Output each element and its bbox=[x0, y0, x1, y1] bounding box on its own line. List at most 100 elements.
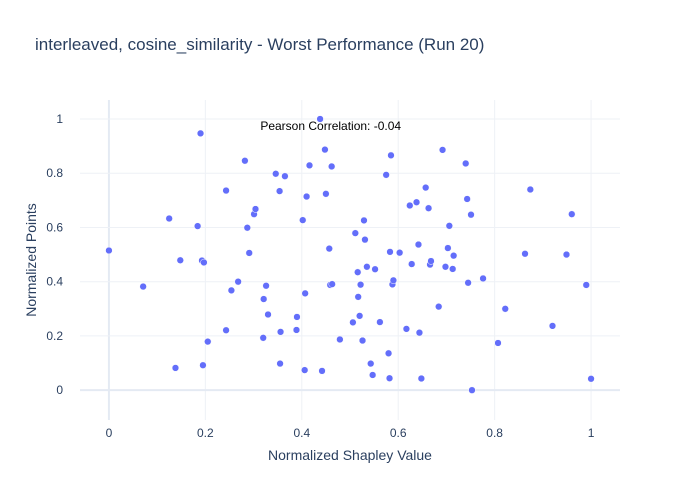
data-point bbox=[196, 129, 205, 138]
data-point bbox=[450, 252, 458, 260]
data-point bbox=[354, 268, 362, 276]
data-point bbox=[371, 265, 379, 273]
data-point bbox=[251, 205, 260, 213]
data-point bbox=[406, 201, 414, 210]
data-points bbox=[105, 115, 595, 394]
data-point bbox=[305, 161, 314, 170]
data-point bbox=[259, 334, 267, 342]
data-point bbox=[445, 222, 453, 230]
data-point bbox=[200, 258, 208, 267]
data-point bbox=[199, 361, 207, 369]
data-point bbox=[328, 280, 336, 288]
data-point bbox=[568, 210, 576, 218]
data-point bbox=[358, 336, 367, 345]
data-point bbox=[389, 276, 398, 284]
data-point bbox=[501, 305, 509, 313]
x-axis-title: Normalized Shapley Value bbox=[268, 447, 432, 463]
correlation-annotation: Pearson Correlation: -0.04 bbox=[260, 119, 401, 133]
data-point bbox=[301, 289, 309, 298]
data-point bbox=[424, 204, 433, 212]
data-point bbox=[494, 339, 502, 347]
data-point bbox=[414, 240, 423, 249]
data-point bbox=[548, 322, 557, 330]
tick-labels: 0 0.2 0.4 0.6 0.8 1 0 0.2 0.4 0.6 0.8 1 bbox=[46, 112, 594, 440]
data-point bbox=[479, 274, 487, 283]
data-point bbox=[369, 371, 377, 379]
x-tick-label: 1 bbox=[588, 426, 595, 440]
data-point bbox=[276, 328, 285, 336]
data-point bbox=[468, 386, 476, 394]
data-point bbox=[351, 229, 359, 237]
data-point bbox=[316, 115, 324, 123]
data-point bbox=[281, 172, 289, 180]
data-point bbox=[587, 375, 595, 383]
data-point bbox=[562, 250, 571, 259]
data-point bbox=[328, 162, 336, 171]
data-point bbox=[360, 216, 368, 225]
data-point bbox=[176, 256, 184, 264]
data-point bbox=[463, 195, 471, 203]
data-point bbox=[356, 281, 365, 289]
x-tick-label: 0.8 bbox=[486, 426, 503, 440]
data-point bbox=[193, 222, 202, 230]
data-point bbox=[105, 246, 113, 255]
data-point bbox=[293, 313, 301, 321]
data-point bbox=[264, 310, 272, 319]
data-point bbox=[582, 281, 590, 289]
data-point bbox=[301, 366, 309, 374]
data-point bbox=[354, 293, 362, 301]
data-point bbox=[464, 279, 472, 287]
data-point bbox=[241, 157, 249, 165]
y-tick-label: 0.8 bbox=[46, 166, 63, 180]
data-point bbox=[355, 312, 364, 320]
data-point bbox=[322, 190, 330, 198]
data-point bbox=[396, 249, 404, 257]
y-tick-label: 1 bbox=[56, 112, 63, 126]
data-point bbox=[336, 335, 344, 344]
x-tick-label: 0.6 bbox=[390, 426, 407, 440]
data-point bbox=[521, 250, 529, 258]
data-point bbox=[272, 170, 280, 178]
data-point bbox=[234, 278, 242, 286]
data-point bbox=[302, 192, 311, 201]
data-point bbox=[363, 263, 371, 271]
data-point bbox=[412, 198, 421, 206]
data-point bbox=[222, 186, 230, 195]
y-tick-label: 0.2 bbox=[46, 329, 63, 343]
data-point bbox=[276, 359, 284, 368]
data-point bbox=[318, 367, 326, 375]
data-point bbox=[415, 329, 424, 337]
data-point bbox=[349, 318, 357, 327]
data-point bbox=[417, 374, 426, 383]
data-point bbox=[427, 257, 435, 265]
x-tick-label: 0.2 bbox=[197, 426, 214, 440]
data-point bbox=[299, 216, 307, 224]
data-point bbox=[462, 159, 470, 168]
data-point bbox=[262, 282, 270, 290]
data-point bbox=[222, 326, 230, 334]
y-tick-label: 0.6 bbox=[46, 220, 63, 234]
y-tick-label: 0 bbox=[56, 383, 63, 397]
data-point bbox=[321, 145, 329, 154]
data-point bbox=[526, 185, 534, 194]
data-point bbox=[376, 318, 384, 326]
data-point bbox=[245, 249, 253, 257]
data-point bbox=[384, 349, 393, 357]
data-point bbox=[467, 211, 475, 219]
data-point bbox=[441, 263, 450, 271]
data-point bbox=[165, 214, 173, 223]
data-point bbox=[387, 151, 395, 159]
data-point bbox=[449, 265, 457, 273]
x-tick-label: 0 bbox=[106, 426, 113, 440]
data-point bbox=[367, 359, 375, 368]
x-tick-label: 0.4 bbox=[293, 426, 310, 440]
data-point bbox=[385, 374, 394, 382]
data-point bbox=[171, 364, 180, 372]
data-point bbox=[204, 337, 212, 346]
data-point bbox=[260, 295, 268, 303]
grid-lines bbox=[80, 100, 620, 420]
data-point bbox=[243, 224, 251, 232]
data-point bbox=[325, 244, 333, 253]
data-point bbox=[422, 183, 430, 192]
